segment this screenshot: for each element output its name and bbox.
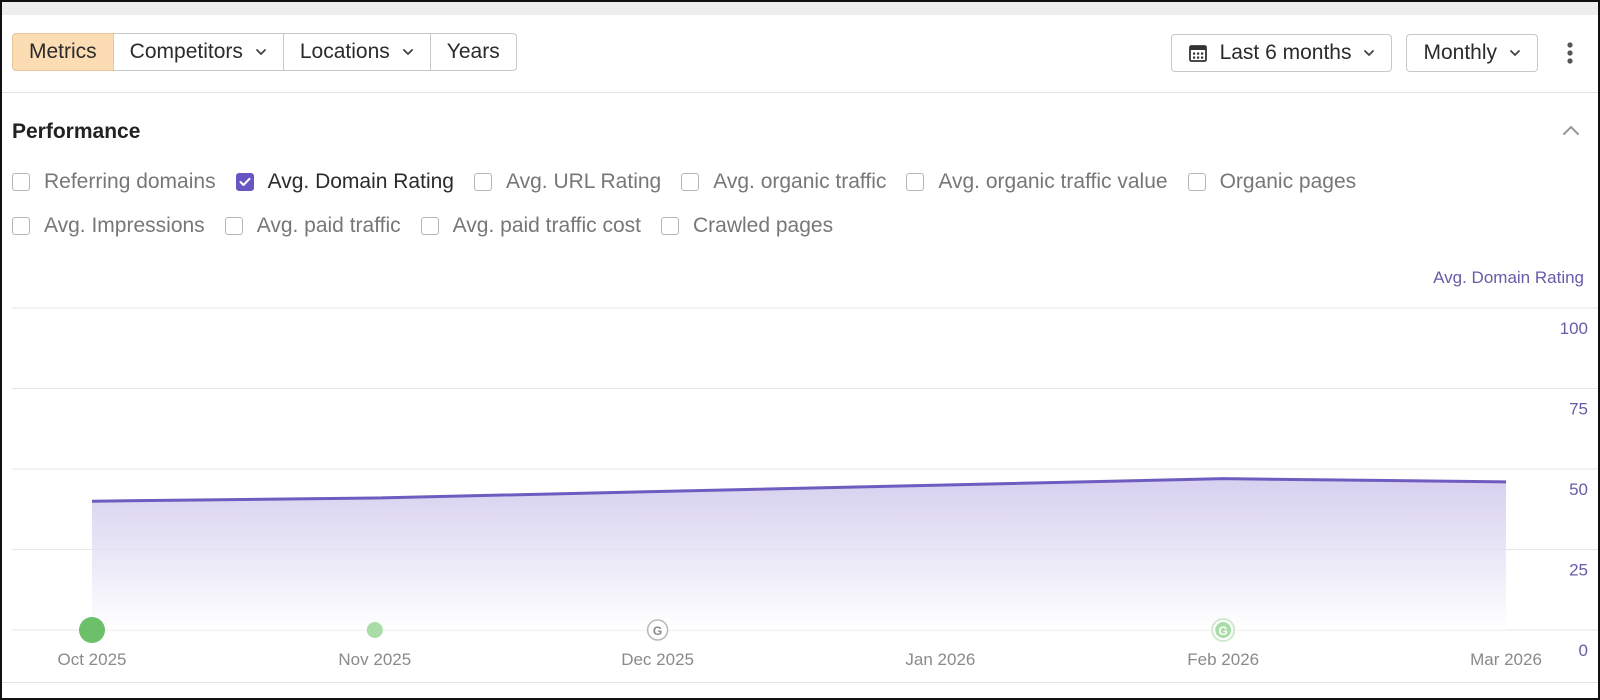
checkbox[interactable] [1187, 173, 1206, 191]
metric-checkboxes-row-1: Referring domains Avg. Domain Rating Avg… [12, 170, 1376, 194]
top-strip [2, 2, 1598, 15]
metric-label: Avg. Domain Rating [267, 170, 454, 193]
checkbox[interactable] [661, 217, 679, 235]
tab-locations-label: Locations [299, 40, 390, 63]
vertical-dots-icon [1567, 42, 1573, 64]
chevron-down-icon [255, 49, 266, 55]
google-update-icon [646, 619, 669, 641]
chevron-down-icon [402, 49, 413, 55]
tab-competitors-label: Competitors [129, 40, 243, 63]
chevron-down-icon [1364, 50, 1375, 56]
chart-area [91, 477, 1507, 630]
x-tick-label: Dec 2025 [621, 650, 694, 669]
x-tick-label: Nov 2025 [338, 650, 411, 669]
toolbar-divider [2, 92, 1598, 93]
checkbox[interactable] [906, 173, 925, 191]
date-range-label: Last 6 months [1219, 41, 1352, 64]
metric-crawled-pages[interactable]: Crawled pages [661, 214, 833, 238]
metric-referring-domains[interactable]: Referring domains [12, 170, 216, 194]
event-marker-dot [79, 617, 105, 643]
series-area-fill [92, 478, 1506, 630]
metric-organic-pages[interactable]: Organic pages [1187, 170, 1357, 194]
checkbox[interactable] [420, 217, 439, 235]
y-tick-label: 75 [1569, 400, 1588, 419]
calendar-icon [1188, 45, 1207, 62]
tab-locations[interactable]: Locations [282, 33, 431, 71]
x-tick-label: Oct 2025 [58, 650, 127, 669]
x-tick-label: Jan 2026 [905, 650, 975, 669]
x-tick-label: Feb 2026 [1187, 650, 1259, 669]
google-update-label: G [653, 624, 662, 638]
metric-avg-paid-traffic[interactable]: Avg. paid traffic [224, 214, 401, 238]
metric-checkboxes-row-2: Avg. Impressions Avg. paid traffic Avg. … [12, 214, 853, 238]
metric-label: Crawled pages [693, 214, 834, 237]
metric-label: Organic pages [1219, 170, 1357, 193]
checkbox[interactable] [12, 217, 30, 235]
metric-label: Avg. paid traffic cost [452, 214, 641, 237]
tab-metrics-label: Metrics [29, 40, 97, 63]
x-tick-label: Mar 2026 [1470, 650, 1542, 669]
metric-avg-domain-rating[interactable]: Avg. Domain Rating [235, 170, 454, 194]
metric-avg-paid-traffic-cost[interactable]: Avg. paid traffic cost [420, 214, 641, 238]
chart-series-label: Avg. Domain Rating [1433, 268, 1584, 287]
metric-avg-url-rating[interactable]: Avg. URL Rating [473, 170, 662, 194]
metric-avg-impressions[interactable]: Avg. Impressions [12, 214, 205, 238]
chevron-up-icon[interactable] [1560, 120, 1582, 142]
interval-button[interactable]: Monthly [1406, 34, 1538, 72]
checkbox[interactable] [681, 173, 700, 191]
date-range-button[interactable]: Last 6 months [1170, 34, 1393, 72]
metric-avg-organic-traffic[interactable]: Avg. organic traffic [681, 170, 886, 194]
chevron-down-icon [1510, 50, 1520, 56]
series-line [91, 477, 1507, 503]
section-title: Performance [12, 120, 141, 143]
bottom-divider [2, 682, 1598, 683]
metric-label: Avg. Impressions [44, 214, 205, 237]
checkbox-checked[interactable] [235, 173, 254, 191]
interval-label: Monthly [1423, 41, 1497, 64]
tab-years[interactable]: Years [429, 33, 517, 71]
checkbox[interactable] [12, 173, 30, 191]
checkbox[interactable] [473, 173, 492, 191]
y-tick-label: 25 [1569, 561, 1588, 580]
event-marker-dot [366, 622, 383, 638]
y-tick-label: 100 [1560, 319, 1588, 338]
checkmark-icon [239, 177, 251, 186]
chart-x-ticks: Oct 2025 Nov 2025 Dec 2025 Jan 2026 Feb 2026… [58, 650, 1542, 669]
metric-label: Avg. paid traffic [256, 214, 401, 237]
chart-y-ticks: 100 75 50 25 0 [1560, 319, 1588, 660]
metric-label: Avg. organic traffic value [938, 170, 1168, 193]
more-options-button[interactable] [1552, 34, 1588, 72]
metric-label: Avg. URL Rating [505, 170, 662, 193]
y-tick-label: 50 [1569, 480, 1588, 499]
metric-label: Referring domains [44, 170, 216, 193]
tab-years-label: Years [446, 40, 500, 63]
metric-label: Avg. organic traffic [713, 170, 887, 193]
view-tabs: Metrics Competitors Locations Years [12, 33, 517, 73]
toolbar-right: Last 6 months Monthly [1170, 33, 1598, 73]
google-update-dot [1215, 622, 1232, 638]
google-update-label: G [1219, 624, 1228, 638]
metric-avg-organic-traffic-value[interactable]: Avg. organic traffic value [906, 170, 1168, 194]
y-tick-label: 0 [1579, 641, 1588, 660]
checkbox[interactable] [224, 217, 243, 235]
